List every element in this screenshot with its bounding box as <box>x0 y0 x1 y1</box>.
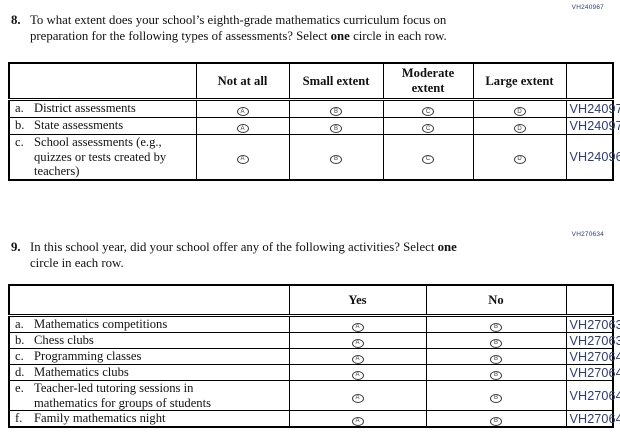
bubble-no-icon[interactable]: B <box>490 393 502 403</box>
table-row: a. District assessments A B C D VH240970 <box>8 99 620 118</box>
bubble-yes-icon[interactable]: A <box>351 338 364 348</box>
bubble-a-icon[interactable]: A <box>236 124 249 133</box>
bubble-d-icon[interactable]: D <box>513 107 526 116</box>
bubble-no-icon[interactable]: B <box>490 370 502 380</box>
header-no: No <box>425 284 567 317</box>
question-9-line1: In this school year, did your school off… <box>30 240 457 254</box>
bubble-yes-icon[interactable]: A <box>351 393 364 403</box>
bubble-yes-icon[interactable]: A <box>351 416 364 426</box>
row-admin-code: VH270645 <box>565 410 620 428</box>
row-admin-code: VH240970 <box>565 99 620 118</box>
table-row: b. Chess clubs A B VH270638 <box>8 332 620 349</box>
bubble-no-icon[interactable]: B <box>490 354 502 364</box>
question-9-response-table: Yes No a. Mathematics competitions A B V… <box>8 284 620 428</box>
table-row: a. Mathematics competitions A B VH270637 <box>8 315 620 333</box>
row-admin-code: VH270640 <box>565 348 620 365</box>
table-header-row: Yes No <box>8 284 614 317</box>
bubble-a-icon[interactable]: A <box>236 107 249 116</box>
row-admin-code: VH270641 <box>565 364 620 381</box>
row-admin-code: VH270637 <box>565 315 620 333</box>
row-label-chess-clubs: b. Chess clubs <box>8 332 290 349</box>
bubble-yes-icon[interactable]: A <box>351 354 364 364</box>
header-moderate-extent: Moderate extent <box>382 62 474 101</box>
question-8-response-table: Not at all Small extent Moderate extent … <box>8 62 620 181</box>
row-admin-code: VH240969 <box>565 134 620 180</box>
bubble-a-icon[interactable]: A <box>236 154 249 164</box>
question-9-admin-code: VH270634 <box>571 231 604 238</box>
table-row: c. School assessments (e.g., quizzes or … <box>8 134 620 180</box>
bubble-no-icon[interactable]: B <box>490 338 502 348</box>
row-admin-code: VH270643 <box>565 380 620 411</box>
bubble-d-icon[interactable]: D <box>513 124 526 133</box>
question-8-line2: preparation for the following types of a… <box>30 29 447 43</box>
row-admin-code: VH240971 <box>565 117 620 135</box>
bubble-c-icon[interactable]: C <box>422 107 434 116</box>
question-8-text: 8. To what extent does your school’s eig… <box>11 12 560 44</box>
row-label-school-assessments: c. School assessments (e.g., quizzes or … <box>8 134 197 180</box>
header-blank-cell <box>8 284 290 317</box>
bubble-b-icon[interactable]: B <box>330 107 342 116</box>
bubble-yes-icon[interactable]: A <box>351 370 364 380</box>
table-row: e. Teacher-led tutoring sessions in math… <box>8 380 620 411</box>
table-row: d. Mathematics clubs A B VH270641 <box>8 364 620 381</box>
bubble-d-icon[interactable]: D <box>513 154 526 164</box>
header-code-cell <box>565 62 614 101</box>
bubble-c-icon[interactable]: C <box>422 124 434 133</box>
bubble-no-icon[interactable]: B <box>490 416 502 426</box>
header-yes: Yes <box>288 284 427 317</box>
bubble-no-icon[interactable]: B <box>490 322 502 332</box>
table-row: c. Programming classes A B VH270640 <box>8 348 620 365</box>
bubble-c-icon[interactable]: C <box>422 154 434 164</box>
row-admin-code: VH270638 <box>565 332 620 349</box>
question-9-text: 9. In this school year, did your school … <box>11 239 560 271</box>
table-header-row: Not at all Small extent Moderate extent … <box>8 62 614 101</box>
header-not-at-all: Not at all <box>195 62 290 101</box>
table-row: f. Family mathematics night A B VH270645 <box>8 410 620 428</box>
header-large-extent: Large extent <box>472 62 567 101</box>
header-small-extent: Small extent <box>288 62 384 101</box>
row-label-teacher-led-tutoring: e. Teacher-led tutoring sessions in math… <box>8 380 290 411</box>
row-label-family-mathematics-night: f. Family mathematics night <box>8 410 290 428</box>
header-blank-cell <box>8 62 197 101</box>
question-8-line1: To what extent does your school’s eighth… <box>30 13 447 27</box>
question-8-admin-code: VH240967 <box>571 4 604 11</box>
question-9-line2: circle in each row. <box>30 256 124 270</box>
header-code-cell <box>565 284 614 317</box>
row-label-mathematics-clubs: d. Mathematics clubs <box>8 364 290 381</box>
question-9-number: 9. <box>11 240 21 254</box>
row-label-state-assessments: b. State assessments <box>8 117 197 135</box>
question-8-number: 8. <box>11 13 21 27</box>
bubble-yes-icon[interactable]: A <box>351 322 364 332</box>
bubble-b-icon[interactable]: B <box>330 124 342 133</box>
table-row: b. State assessments A B C D VH240971 <box>8 117 620 135</box>
row-label-programming-classes: c. Programming classes <box>8 348 290 365</box>
row-label-district-assessments: a. District assessments <box>8 99 197 118</box>
row-label-mathematics-competitions: a. Mathematics competitions <box>8 315 290 333</box>
bubble-b-icon[interactable]: B <box>330 154 342 164</box>
